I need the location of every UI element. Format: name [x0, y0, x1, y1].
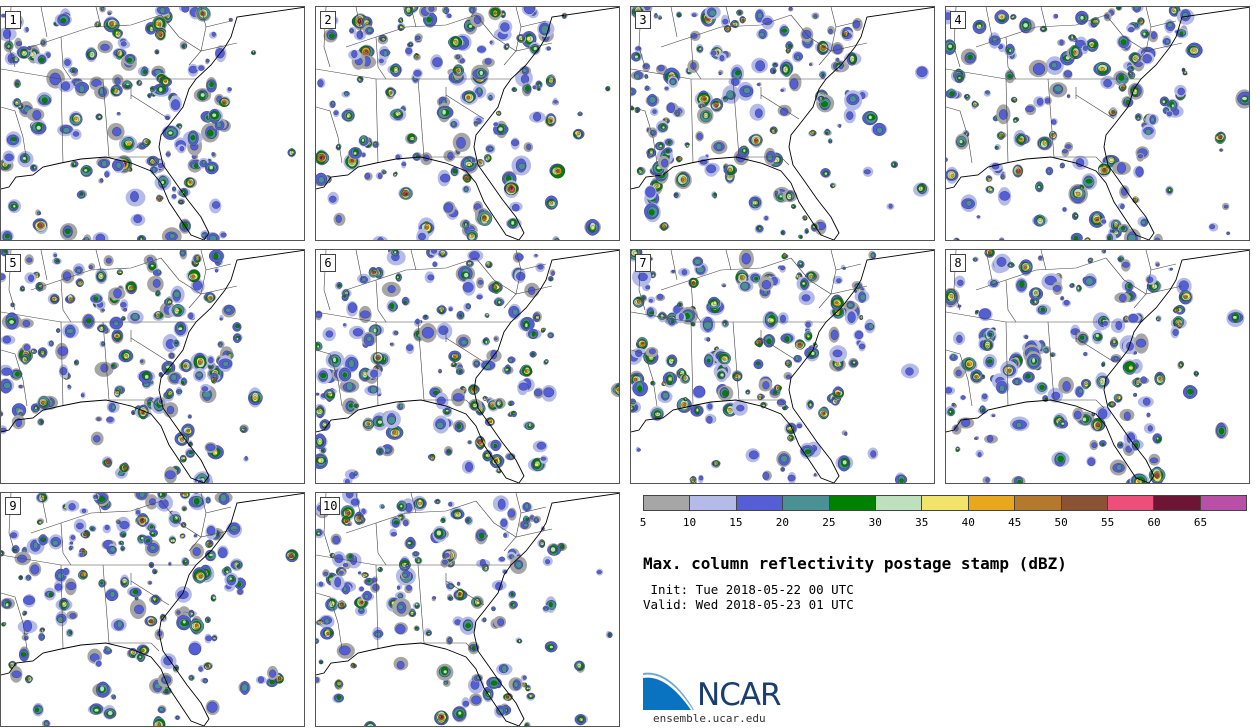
ensemble-member-panel: 4: [945, 6, 1250, 241]
colorbar-tick-label: 5: [639, 516, 647, 529]
state-borders: [1, 7, 238, 166]
init-time: Init: Tue 2018-05-22 00 UTC: [643, 582, 854, 597]
reflectivity-map: [946, 7, 1249, 240]
reflectivity-map: [1, 7, 304, 240]
colorbar-tick-labels: 5 10 15 20 25 30 35 40 45 50 55 60 65: [639, 516, 1247, 530]
state-borders: [946, 250, 1183, 409]
member-number-label: 10: [320, 497, 341, 515]
logo-url: ensemble.ucar.edu: [653, 712, 766, 725]
colorbar-segment: [783, 496, 830, 510]
ensemble-member-panel: 6: [315, 249, 620, 484]
ensemble-member-panel: 2: [315, 6, 620, 241]
colorbar-segment: [1061, 496, 1108, 510]
colorbar-tick-label: 40: [961, 516, 975, 529]
coastline: [631, 7, 934, 240]
coastline: [946, 250, 1249, 483]
member-number-label: 1: [5, 11, 21, 29]
member-number-label: 6: [320, 254, 336, 272]
colorbar-tick-label: 65: [1193, 516, 1208, 529]
colorbar-segment: [690, 496, 737, 510]
coastline: [316, 250, 619, 483]
colorbar-segment: [736, 496, 784, 510]
coastline: [316, 7, 619, 240]
reflectivity-map: [631, 250, 934, 483]
reflectivity-map: [316, 250, 619, 483]
valid-time: Valid: Wed 2018-05-23 01 UTC: [643, 597, 854, 612]
reflectivity-map: [316, 493, 619, 726]
storm-cells: [316, 7, 611, 240]
member-number-label: 3: [635, 11, 651, 29]
colorbar-tick-label: 30: [868, 516, 882, 529]
state-borders: [316, 7, 553, 166]
reflectivity-map: [1, 493, 304, 726]
storm-cells: [631, 250, 919, 483]
member-number-label: 8: [950, 254, 966, 272]
storm-cells: [1, 250, 263, 483]
colorbar-segment: [875, 496, 923, 510]
state-borders: [1, 250, 238, 409]
colorbar-segment: [829, 496, 876, 510]
colorbar-segment: [1154, 496, 1201, 510]
ensemble-member-panel: 8: [945, 249, 1250, 484]
coastline: [1, 250, 304, 483]
colorbar-tick-label: 55: [1100, 516, 1115, 529]
colorbar-segment: [644, 496, 691, 510]
colorbar-tick-label: 25: [822, 516, 836, 529]
reflectivity-map: [946, 250, 1249, 483]
colorbar-tick-label: 60: [1147, 516, 1161, 529]
state-borders: [316, 493, 553, 652]
colorbar-tick-label: 20: [775, 516, 789, 529]
member-number-label: 7: [635, 254, 651, 272]
state-borders: [631, 7, 868, 166]
coastline: [1, 493, 304, 726]
coastline: [631, 250, 934, 483]
ncar-logo-icon: [642, 672, 694, 711]
colorbar-tick-label: 10: [682, 516, 697, 529]
colorbar-segment: [1015, 496, 1062, 510]
logo-wordmark: NCAR: [697, 677, 782, 713]
colorbar-segment: [968, 496, 1016, 510]
colorbar-tick-label: 15: [729, 516, 743, 529]
state-borders: [631, 250, 868, 409]
ensemble-member-panel: 7: [630, 249, 935, 484]
ensemble-member-panel: 9: [0, 492, 305, 727]
ensemble-member-panel: 10: [315, 492, 620, 727]
storm-cells: [1, 493, 299, 726]
state-borders: [316, 250, 553, 409]
coastline: [316, 493, 619, 726]
storm-cells: [316, 250, 619, 483]
reflectivity-colorbar: [643, 495, 1247, 511]
reflectivity-map: [316, 7, 619, 240]
member-number-label: 5: [5, 254, 21, 272]
member-number-label: 2: [320, 11, 336, 29]
coastline: [946, 7, 1249, 240]
colorbar-tick-label: 45: [1008, 516, 1022, 529]
ensemble-member-panel: 3: [630, 6, 935, 241]
reflectivity-map: [1, 250, 304, 483]
member-number-label: 9: [5, 497, 21, 515]
storm-cells: [631, 7, 929, 240]
colorbar-segment: [1107, 496, 1155, 510]
plot-title: Max. column reflectivity postage stamp (…: [643, 554, 1067, 573]
colorbar-tick-label: 35: [915, 516, 929, 529]
ensemble-member-panel: 1: [0, 6, 305, 241]
colorbar-segment: [922, 496, 969, 510]
colorbar-segment: [1200, 496, 1247, 510]
state-borders: [1, 493, 238, 652]
coastline: [1, 7, 304, 240]
colorbar-tick-label: 50: [1054, 516, 1068, 529]
ensemble-member-panel: 5: [0, 249, 305, 484]
reflectivity-map: [631, 7, 934, 240]
storm-cells: [946, 7, 1249, 240]
storm-cells: [946, 250, 1245, 483]
member-number-label: 4: [950, 11, 966, 29]
